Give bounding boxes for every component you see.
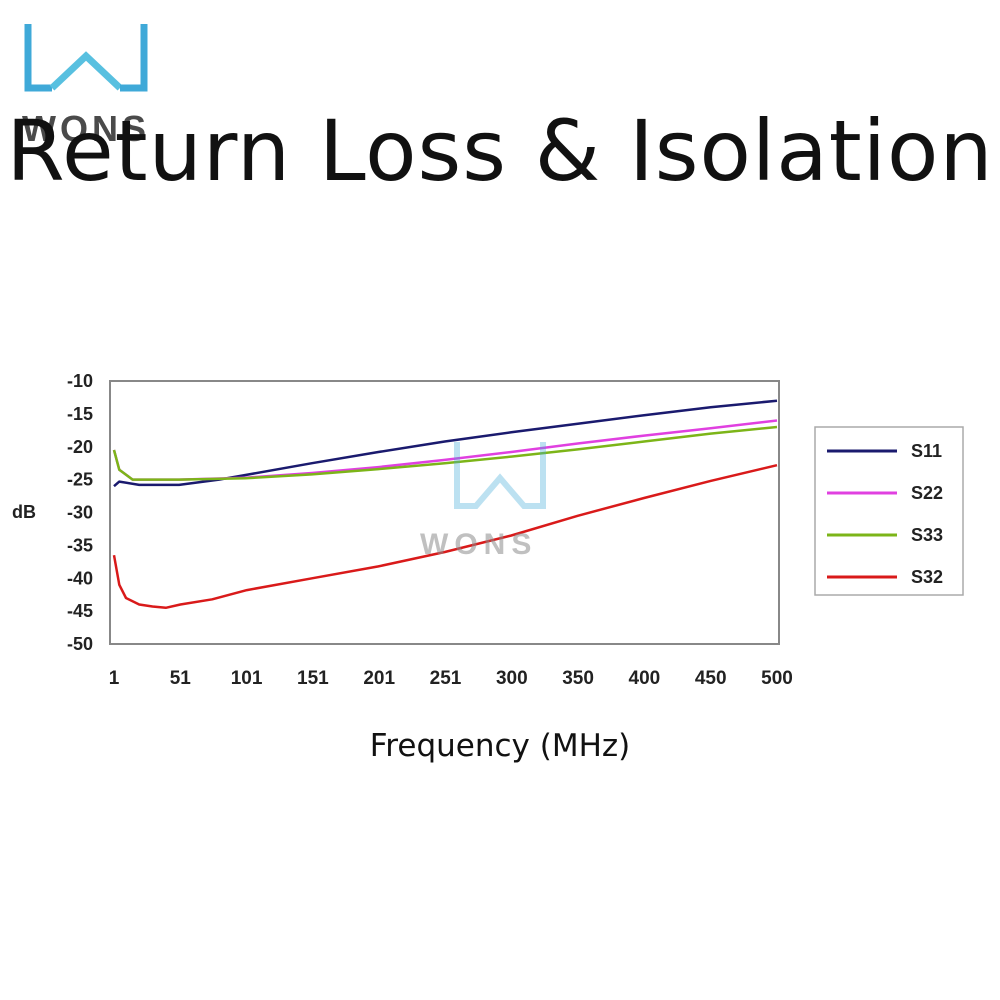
series-line-s32 [112,463,778,610]
y-tick-label: -15 [67,404,93,424]
series-line-s11 [113,399,778,488]
legend-label-s33: S33 [911,525,943,545]
x-tick-label: 350 [562,668,594,689]
y-tick-label: -50 [67,634,93,654]
legend-box [814,426,964,596]
wons-logo-icon [24,24,148,92]
x-tick-label: 251 [430,668,462,689]
legend-label-s11: S11 [911,441,942,461]
y-tick-label: -40 [67,568,93,588]
logo-mark [24,24,148,92]
x-tick-label: 450 [695,668,727,689]
x-axis-title: Frequency (MHz) [369,728,631,764]
y-tick-label: -35 [67,535,93,555]
legend: S11 S22 S33 S32 [827,441,943,587]
series-lines [112,399,778,610]
watermark-brand: WONS [420,528,538,561]
plot-area [109,380,780,645]
x-tick-label: 201 [363,668,395,689]
y-axis-label: dB [12,502,36,522]
logo-left-stroke [24,24,52,92]
x-tick-label: 151 [297,668,329,689]
x-axis-ticks: 1 51 101 151 201 251 300 350 400 450 500 [109,668,793,689]
page-title: Return Loss & Isolation [6,102,994,200]
series-line-s33 [112,425,778,481]
y-tick-label: -30 [67,503,93,523]
y-tick-label: -45 [67,601,93,621]
y-tick-label: -10 [67,371,93,391]
y-axis-ticks: -10 -15 -20 -25 -30 -35 -40 -45 -50 [67,371,93,654]
legend-label-s32: S32 [911,567,943,587]
logo-right-stroke [120,24,148,92]
x-tick-label: 1 [109,668,120,689]
x-tick-label: 300 [496,668,528,689]
y-tick-label: -25 [67,470,93,490]
x-tick-label: 400 [629,668,661,689]
y-tick-label: -20 [67,437,93,457]
watermark-logo-icon [454,442,546,509]
legend-label-s22: S22 [911,483,943,503]
logo-w-stroke [49,51,123,91]
x-tick-label: 101 [231,668,263,689]
x-tick-label: 51 [170,668,192,689]
brand-name: WONS [22,108,150,149]
x-tick-label: 500 [761,668,793,689]
